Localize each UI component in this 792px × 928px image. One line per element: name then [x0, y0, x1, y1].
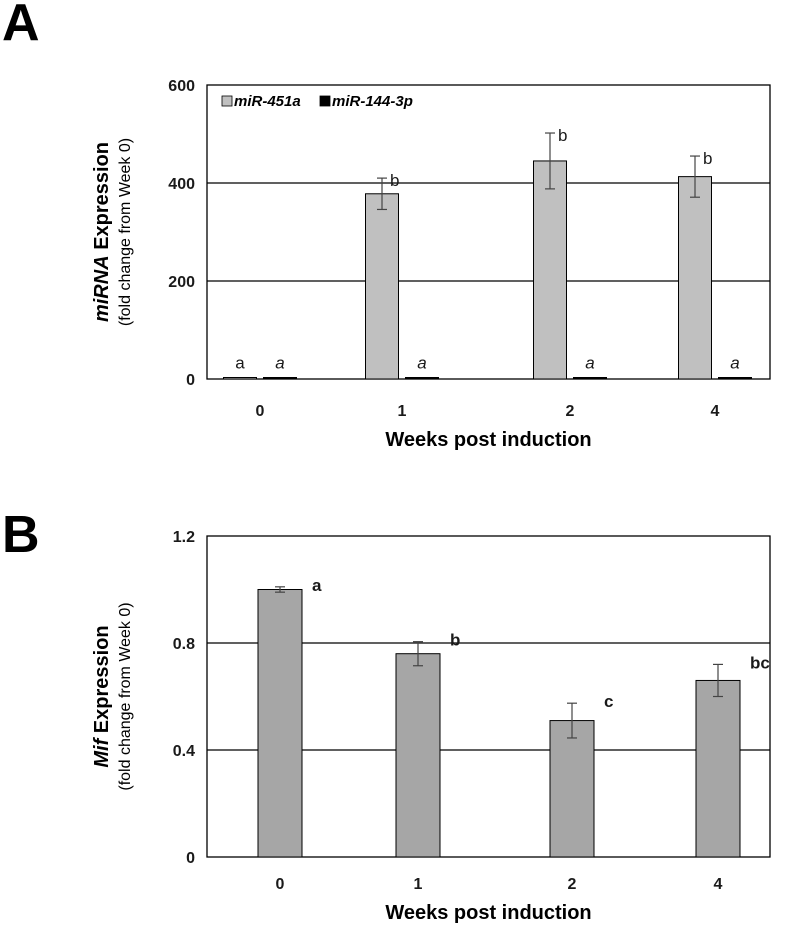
y-axis-sublabel: (fold change from Week 0): [117, 602, 134, 790]
legend-label: miR-451a: [234, 93, 301, 110]
bar: [223, 377, 257, 380]
bar: [405, 377, 439, 380]
legend-label: miR-144-3p: [332, 93, 413, 110]
x-tick-label: 2: [566, 403, 575, 420]
y-axis-sublabel: (fold change from Week 0): [117, 138, 134, 326]
bar: [263, 377, 297, 380]
bar: [549, 720, 595, 858]
bar: [365, 193, 399, 380]
panel-a: A 0 200 400 600 0 1 2 4 Weeks post induction miRNA…: [2, 0, 771, 451]
x-tick-label: 2: [568, 876, 577, 893]
significance-letter: bc: [750, 653, 770, 672]
x-tick-label: 0: [256, 403, 265, 420]
plot-frame: [206, 84, 771, 380]
x-tick-label: 1: [414, 876, 423, 893]
y-tick-label: 1.2: [173, 529, 195, 546]
significance-letter: b: [390, 171, 399, 190]
legend-swatch: [319, 95, 331, 107]
significance-letter: a: [312, 576, 322, 595]
x-tick-label: 1: [398, 403, 407, 420]
bar: [257, 589, 303, 858]
significance-letter: a: [275, 354, 284, 373]
y-axis-label: miRNA Expression: [91, 142, 113, 322]
plot-frame: [206, 535, 771, 858]
panel-label-b: B: [2, 506, 40, 564]
significance-letter: a: [417, 354, 426, 373]
y-tick-label: 0: [186, 850, 195, 867]
significance-letter: b: [558, 126, 567, 145]
y-tick-label: 0.4: [173, 743, 195, 760]
significance-letter: a: [235, 354, 245, 373]
significance-letter: b: [450, 631, 460, 650]
x-axis-label: Weeks post induction: [385, 902, 591, 924]
bar: [395, 653, 441, 858]
bar: [718, 377, 752, 380]
legend-swatch: [221, 95, 233, 107]
panel-label-a: A: [2, 0, 40, 52]
significance-letter: a: [730, 354, 739, 373]
x-tick-label: 4: [714, 876, 723, 893]
y-tick-label: 200: [168, 274, 195, 291]
x-axis-label: Weeks post induction: [385, 429, 591, 451]
bar: [533, 160, 567, 380]
y-tick-label: 400: [168, 176, 195, 193]
x-tick-label: 0: [276, 876, 285, 893]
bar: [695, 679, 741, 858]
y-axis-label: Mif Expression: [91, 625, 113, 767]
bar: [573, 377, 607, 380]
bar: [678, 176, 712, 380]
x-tick-label: 4: [711, 403, 720, 420]
significance-letter: b: [703, 149, 712, 168]
panel-b: B 0 0.4 0.8 1.2 0 1 2 4 Weeks post induction Mif E…: [2, 506, 771, 924]
significance-letter: c: [604, 692, 613, 711]
significance-letter: a: [585, 354, 594, 373]
y-tick-label: 0: [186, 372, 195, 389]
y-tick-label: 600: [168, 78, 195, 95]
y-tick-label: 0.8: [173, 636, 195, 653]
